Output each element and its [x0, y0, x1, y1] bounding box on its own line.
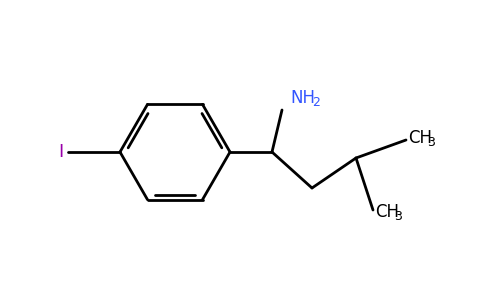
- Text: 3: 3: [394, 211, 402, 224]
- Text: CH: CH: [375, 203, 399, 221]
- Text: NH: NH: [290, 89, 315, 107]
- Text: 2: 2: [312, 95, 320, 109]
- Text: I: I: [59, 143, 64, 161]
- Text: 3: 3: [427, 136, 435, 149]
- Text: CH: CH: [408, 129, 432, 147]
